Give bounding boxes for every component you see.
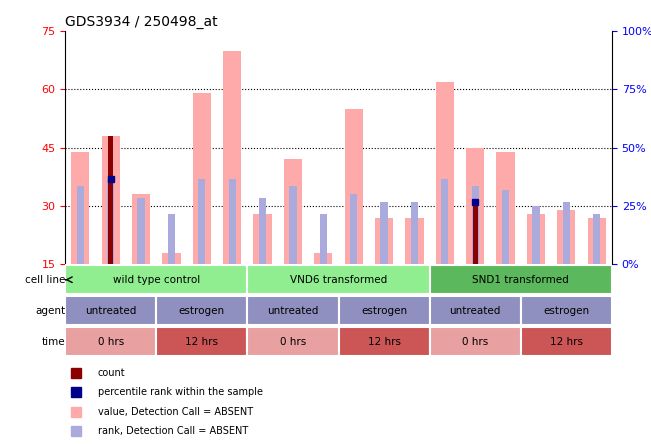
- Text: 12 hrs: 12 hrs: [186, 337, 218, 347]
- Bar: [137, 198, 145, 264]
- Bar: [168, 214, 175, 264]
- Bar: [108, 136, 113, 264]
- Bar: [259, 198, 266, 264]
- Text: SND1 transformed: SND1 transformed: [473, 275, 569, 285]
- Bar: [198, 178, 206, 264]
- Text: 0 hrs: 0 hrs: [98, 337, 124, 347]
- Bar: [162, 253, 180, 264]
- Text: 12 hrs: 12 hrs: [550, 337, 583, 347]
- Text: percentile rank within the sample: percentile rank within the sample: [98, 387, 263, 397]
- Text: rank, Detection Call = ABSENT: rank, Detection Call = ABSENT: [98, 426, 248, 436]
- Text: agent: agent: [36, 306, 66, 316]
- Bar: [193, 93, 211, 264]
- FancyBboxPatch shape: [247, 265, 430, 294]
- FancyBboxPatch shape: [65, 265, 247, 294]
- Bar: [441, 178, 449, 264]
- FancyBboxPatch shape: [156, 296, 247, 325]
- Bar: [436, 82, 454, 264]
- FancyBboxPatch shape: [430, 296, 521, 325]
- Text: VND6 transformed: VND6 transformed: [290, 275, 387, 285]
- Bar: [562, 202, 570, 264]
- Text: cell line: cell line: [25, 275, 66, 285]
- Text: count: count: [98, 368, 126, 378]
- FancyBboxPatch shape: [339, 327, 430, 357]
- Bar: [527, 214, 545, 264]
- Bar: [229, 178, 236, 264]
- Bar: [77, 186, 84, 264]
- Bar: [223, 51, 242, 264]
- Bar: [375, 218, 393, 264]
- Bar: [588, 218, 606, 264]
- FancyBboxPatch shape: [247, 327, 339, 357]
- Text: value, Detection Call = ABSENT: value, Detection Call = ABSENT: [98, 407, 253, 417]
- Text: 0 hrs: 0 hrs: [280, 337, 306, 347]
- Bar: [289, 186, 297, 264]
- Bar: [107, 178, 115, 264]
- Bar: [132, 194, 150, 264]
- Bar: [502, 190, 509, 264]
- Bar: [350, 194, 357, 264]
- Text: time: time: [42, 337, 66, 347]
- Text: untreated: untreated: [268, 306, 318, 316]
- FancyBboxPatch shape: [247, 296, 339, 325]
- Bar: [473, 202, 478, 264]
- Bar: [557, 210, 575, 264]
- Text: 0 hrs: 0 hrs: [462, 337, 488, 347]
- FancyBboxPatch shape: [65, 327, 156, 357]
- Bar: [466, 147, 484, 264]
- FancyBboxPatch shape: [521, 327, 612, 357]
- Text: GDS3934 / 250498_at: GDS3934 / 250498_at: [65, 15, 217, 29]
- Bar: [253, 214, 271, 264]
- FancyBboxPatch shape: [430, 327, 521, 357]
- Bar: [471, 186, 479, 264]
- Bar: [497, 151, 515, 264]
- Bar: [411, 202, 418, 264]
- Bar: [71, 151, 89, 264]
- FancyBboxPatch shape: [430, 265, 612, 294]
- Text: estrogen: estrogen: [361, 306, 407, 316]
- Bar: [284, 159, 302, 264]
- Bar: [406, 218, 424, 264]
- Bar: [380, 202, 388, 264]
- Bar: [593, 214, 600, 264]
- FancyBboxPatch shape: [339, 296, 430, 325]
- Text: untreated: untreated: [450, 306, 501, 316]
- Bar: [320, 214, 327, 264]
- Text: untreated: untreated: [85, 306, 136, 316]
- Text: estrogen: estrogen: [179, 306, 225, 316]
- Bar: [344, 109, 363, 264]
- FancyBboxPatch shape: [65, 296, 156, 325]
- Bar: [533, 206, 540, 264]
- Text: 12 hrs: 12 hrs: [368, 337, 400, 347]
- FancyBboxPatch shape: [156, 327, 247, 357]
- Bar: [102, 136, 120, 264]
- Text: estrogen: estrogen: [544, 306, 589, 316]
- Bar: [314, 253, 333, 264]
- Text: wild type control: wild type control: [113, 275, 200, 285]
- FancyBboxPatch shape: [521, 296, 612, 325]
